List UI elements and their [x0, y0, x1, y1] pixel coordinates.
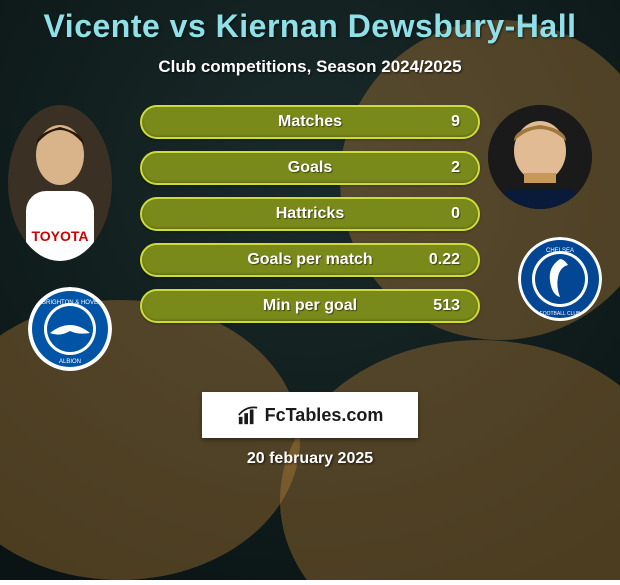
svg-text:CHELSEA: CHELSEA: [546, 248, 574, 254]
player-left-photo: TOYOTA: [8, 105, 112, 261]
svg-text:BRIGHTON & HOVE: BRIGHTON & HOVE: [42, 300, 98, 306]
stat-value: 2: [451, 159, 460, 177]
stat-row: Goals per match0.22: [140, 243, 480, 277]
stat-label: Min per goal: [142, 297, 478, 315]
chart-icon: [237, 404, 259, 426]
club-badge-left: BRIGHTON & HOVE ALBION: [28, 287, 112, 371]
chelsea-badge-icon: CHELSEA FOOTBALL CLUB: [518, 237, 602, 321]
stat-row: Goals2: [140, 151, 480, 185]
svg-text:ALBION: ALBION: [59, 359, 81, 365]
brand-text: FcTables.com: [265, 405, 384, 426]
subtitle: Club competitions, Season 2024/2025: [0, 57, 620, 77]
player-left-avatar: TOYOTA: [8, 105, 112, 261]
brighton-badge-icon: BRIGHTON & HOVE ALBION: [28, 287, 112, 371]
stat-label: Goals: [142, 159, 478, 177]
stats-list: Matches9Goals2Hattricks0Goals per match0…: [140, 105, 480, 335]
date-text: 20 february 2025: [0, 450, 620, 468]
stat-value: 0: [451, 205, 460, 223]
stat-label: Matches: [142, 113, 478, 131]
club-badge-right: CHELSEA FOOTBALL CLUB: [518, 237, 602, 321]
stat-value: 9: [451, 113, 460, 131]
stat-value: 513: [433, 297, 460, 315]
stat-label: Hattricks: [142, 205, 478, 223]
comparison-panel: TOYOTA BRIGHTON & HOVE ALBION: [0, 105, 620, 365]
brand-box: FcTables.com: [202, 392, 418, 438]
player-right-avatar: [488, 105, 592, 209]
stat-row: Matches9: [140, 105, 480, 139]
stat-label: Goals per match: [142, 251, 478, 269]
page-title: Vicente vs Kiernan Dewsbury-Hall: [0, 0, 620, 45]
stat-row: Min per goal513: [140, 289, 480, 323]
player-right-photo: [488, 105, 592, 209]
svg-text:FOOTBALL CLUB: FOOTBALL CLUB: [540, 311, 581, 317]
svg-text:TOYOTA: TOYOTA: [31, 228, 88, 244]
stat-row: Hattricks0: [140, 197, 480, 231]
stat-value: 0.22: [429, 251, 460, 269]
